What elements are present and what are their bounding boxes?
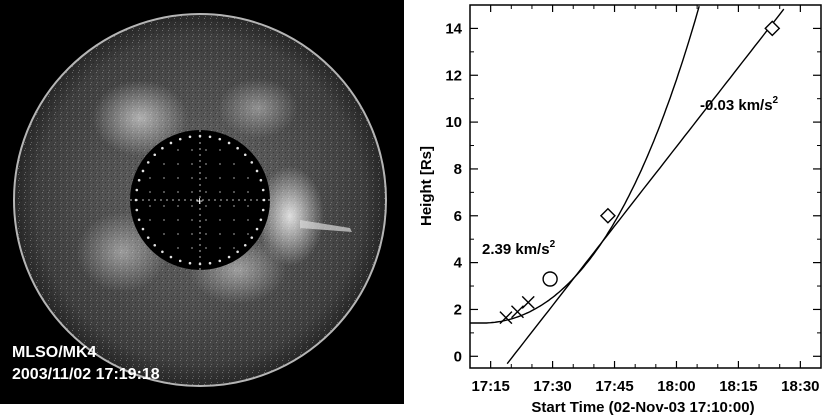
y-tick-label: 4 [454, 255, 463, 272]
y-tick-label: 2 [454, 301, 462, 318]
fit-label-acceleration: 2.39 km/s2 [482, 239, 556, 258]
corona-streamer [92, 80, 188, 156]
fit-line-deceleration [506, 8, 785, 365]
y-tick-label: 14 [445, 20, 462, 37]
x-axis: 17:15 17:30 17:45 18:00 18:15 18:30 [471, 5, 820, 395]
occulting-disk [130, 130, 270, 270]
x-tick-label: 17:45 [595, 378, 633, 395]
y-axis: 0 2 4 6 8 10 12 14 [445, 20, 821, 365]
data-point-diamond [599, 207, 616, 224]
occulter-dot-grid [134, 134, 266, 266]
height-time-plot: 17:15 17:30 17:45 18:00 18:15 18:30 0 2 4 6 8 10 12… [404, 0, 827, 419]
y-tick-label: 12 [445, 67, 462, 84]
fit-curve-acceleration [470, 6, 700, 324]
data-point-x [499, 311, 513, 325]
instrument-label: MLSO/MK4 [12, 344, 97, 361]
x-tick-label: 18:00 [657, 378, 695, 395]
x-tick-label: 18:15 [719, 378, 757, 395]
y-axis-title: Height [Rs] [418, 146, 435, 226]
y-tick-label: 10 [445, 114, 462, 131]
corona-image-graphic: + [0, 0, 404, 404]
svg-text:+: + [196, 194, 203, 208]
data-point-x [510, 305, 524, 319]
data-point-x [521, 295, 535, 309]
fit-label-deceleration: -0.03 km/s2 [700, 95, 779, 114]
coronagraph-image: + MLSO/MK4 2003/11/02 17:19:18 [0, 0, 404, 404]
y-tick-label: 0 [454, 348, 462, 365]
cme-bright-feature [256, 166, 324, 266]
y-tick-label: 8 [454, 161, 462, 178]
x-tick-label: 17:15 [471, 378, 509, 395]
plot-svg: 17:15 17:30 17:45 18:00 18:15 18:30 0 2 4 6 8 10 12… [418, 4, 822, 416]
data-markers [499, 20, 781, 325]
x-tick-label: 17:30 [533, 378, 571, 395]
data-point-diamond [764, 20, 781, 37]
y-tick-label: 6 [454, 208, 462, 225]
x-axis-title: Start Time (02-Nov-03 17:10:00) [531, 399, 754, 416]
data-point-circle [542, 271, 558, 287]
timestamp-label: 2003/11/02 17:19:18 [12, 366, 160, 383]
plot-frame [469, 4, 822, 369]
x-tick-label: 18:30 [781, 378, 819, 395]
fit-curves [470, 6, 785, 365]
